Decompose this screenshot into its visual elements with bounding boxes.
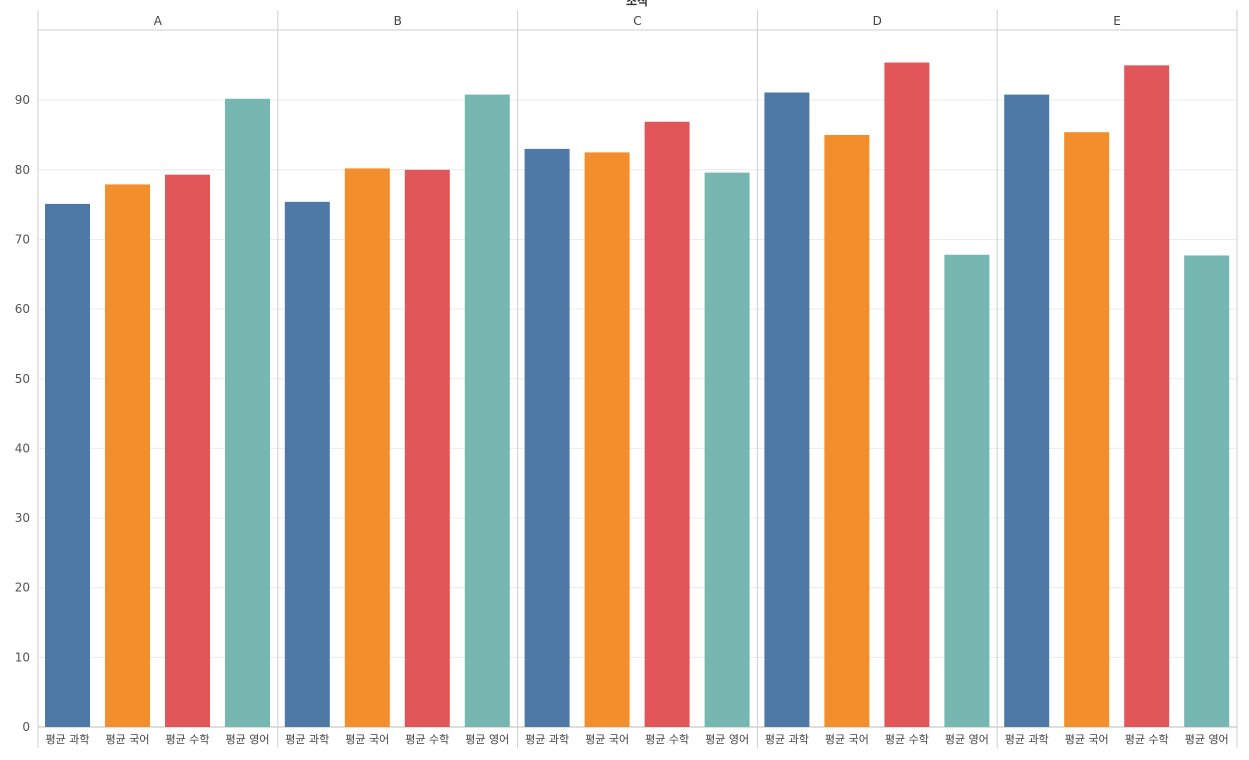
- bar-A-4: [225, 98, 270, 727]
- y-axis-ticks: 0 10 20 30 40 50 60 70 80 90: [15, 93, 30, 734]
- bar-E-2: [1064, 132, 1110, 728]
- bar-E-4: [1184, 255, 1230, 728]
- facet-header-C: C: [633, 14, 641, 28]
- x-tick-label: 평균 수학: [166, 733, 210, 746]
- bar-B-2: [344, 168, 390, 728]
- y-tick-label: 10: [15, 650, 30, 664]
- x-tick-label: 평균 영어: [465, 733, 509, 746]
- bars: [45, 62, 1230, 728]
- x-tick-label: 평균 수학: [405, 733, 449, 746]
- x-tick-label: 평균 과학: [525, 733, 569, 746]
- x-tick-label: 평균 수학: [885, 733, 929, 746]
- y-tick-label: 90: [15, 93, 30, 107]
- bar-B-1: [284, 201, 330, 728]
- bar-C-1: [524, 148, 570, 727]
- x-tick-label: 평균 과학: [765, 733, 809, 746]
- y-tick-label: 50: [15, 372, 30, 386]
- x-tick-label: 평균 영어: [226, 733, 270, 746]
- bar-A-1: [45, 203, 90, 728]
- bar-D-1: [764, 92, 810, 727]
- x-tick-label: 평균 영어: [945, 733, 989, 746]
- y-tick-label: 70: [15, 232, 30, 246]
- x-tick-label: 평균 수학: [1125, 733, 1169, 746]
- bar-E-1: [1004, 94, 1050, 727]
- facet-header-E: E: [1113, 14, 1121, 28]
- x-tick-label: 평균 과학: [285, 733, 329, 746]
- y-tick-label: 0: [22, 720, 30, 734]
- bar-A-3: [165, 174, 210, 727]
- chart-title: 조직: [626, 0, 648, 8]
- y-tick-label: 60: [15, 302, 30, 316]
- facet-header-A: A: [154, 14, 163, 28]
- x-tick-label: 평균 국어: [345, 733, 389, 746]
- bar-C-4: [704, 172, 750, 727]
- x-tick-label: 평균 과학: [1005, 733, 1049, 746]
- x-tick-label: 평균 국어: [585, 733, 629, 746]
- bar-A-2: [105, 184, 150, 727]
- bar-D-3: [884, 62, 930, 727]
- x-tick-label: 평균 영어: [705, 733, 749, 746]
- bar-B-3: [404, 169, 450, 728]
- y-tick-label: 40: [15, 441, 30, 455]
- x-tick-label: 평균 국어: [1065, 733, 1109, 746]
- facet-header-D: D: [873, 14, 882, 28]
- facet-headers: A B C D E: [154, 14, 1121, 28]
- x-tick-label: 평균 과학: [46, 733, 90, 746]
- bar-B-4: [464, 94, 510, 727]
- x-tick-label: 평균 국어: [825, 733, 869, 746]
- bar-E-3: [1124, 65, 1170, 727]
- bar-D-2: [824, 134, 870, 728]
- y-tick-label: 20: [15, 581, 30, 595]
- facet-header-B: B: [394, 14, 402, 28]
- gridlines: [38, 99, 1237, 658]
- y-tick-label: 80: [15, 163, 30, 177]
- x-tick-label: 평균 국어: [106, 733, 150, 746]
- y-tick-label: 30: [15, 511, 30, 525]
- x-axis-ticks: 평균 과학 평균 국어 평균 수학 평균 영어 평균 과학 평균 국어 평균 수학 평균 영어…: [46, 733, 1229, 746]
- x-tick-label: 평균 수학: [645, 733, 689, 746]
- bar-D-4: [944, 254, 990, 727]
- bar-C-2: [584, 152, 630, 727]
- x-tick-label: 평균 영어: [1185, 733, 1229, 746]
- bar-C-3: [644, 121, 690, 727]
